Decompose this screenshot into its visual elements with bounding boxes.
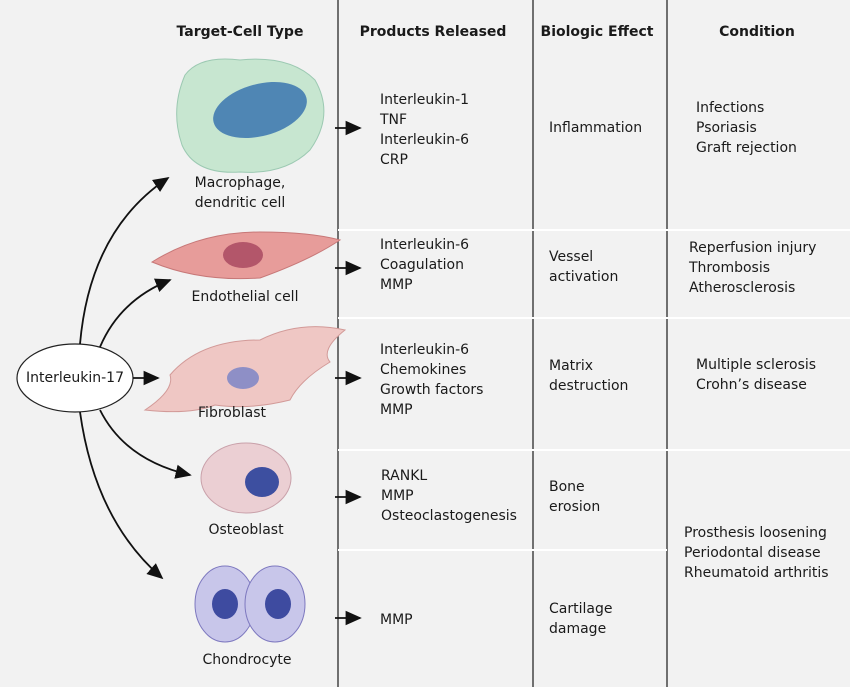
column-dividers xyxy=(337,0,668,687)
product: Interleukin-1 xyxy=(380,92,469,108)
column-header: Biologic Effect xyxy=(541,24,654,40)
source-label: Interleukin-17 xyxy=(26,370,124,386)
row-dividers xyxy=(338,229,850,551)
condition: Thrombosis xyxy=(688,260,770,276)
effect: Cartilage xyxy=(549,601,612,617)
cell-label: dendritic cell xyxy=(195,195,286,211)
condition: Rheumatoid arthritis xyxy=(684,565,829,581)
condition: Graft rejection xyxy=(696,140,797,156)
product: MMP xyxy=(380,277,413,293)
effect: erosion xyxy=(549,499,600,515)
effect: destruction xyxy=(549,378,628,394)
product: Coagulation xyxy=(380,257,464,273)
effect: Inflammation xyxy=(549,120,642,136)
condition: Infections xyxy=(696,100,764,116)
product: Interleukin-6 xyxy=(380,237,469,253)
column-header: Target-Cell Type xyxy=(177,24,304,40)
cell-label: Osteoblast xyxy=(208,522,284,538)
cell-label: Fibroblast xyxy=(198,405,266,421)
condition: Crohn’s disease xyxy=(696,377,807,393)
product: CRP xyxy=(380,152,408,168)
effect: Bone xyxy=(549,479,585,495)
product: MMP xyxy=(380,402,413,418)
product: TNF xyxy=(379,112,407,128)
cell-illustrations xyxy=(143,58,347,643)
column-header: Condition xyxy=(719,24,795,40)
condition: Psoriasis xyxy=(696,120,757,136)
condition: Prosthesis loosening xyxy=(684,525,827,541)
cell-label: Macrophage, xyxy=(195,175,286,191)
product: Osteoclastogenesis xyxy=(381,508,517,524)
product: Chemokines xyxy=(380,362,466,378)
cell-label: Endothelial cell xyxy=(192,289,299,305)
product: Interleukin-6 xyxy=(380,132,469,148)
condition: Periodontal disease xyxy=(684,545,821,561)
product: MMP xyxy=(380,612,413,628)
cell-label: Chondrocyte xyxy=(202,652,291,668)
condition: Reperfusion injury xyxy=(689,240,816,256)
arrows xyxy=(79,120,362,626)
product: RANKL xyxy=(381,468,427,484)
product: MMP xyxy=(381,488,414,504)
condition: Multiple sclerosis xyxy=(696,357,816,373)
condition: Atherosclerosis xyxy=(689,280,795,296)
effect: damage xyxy=(549,621,606,637)
effect: activation xyxy=(549,269,618,285)
product: Growth factors xyxy=(380,382,483,398)
effect: Vessel xyxy=(549,249,593,265)
column-header: Products Released xyxy=(360,24,507,40)
effect: Matrix xyxy=(549,358,593,374)
product: Interleukin-6 xyxy=(380,342,469,358)
